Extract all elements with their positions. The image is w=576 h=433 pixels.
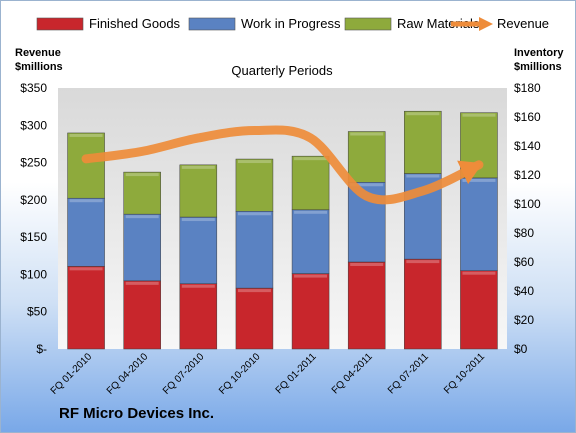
bar-3-5 — [291, 155, 330, 211]
right-tick-label-9: $160 — [514, 110, 541, 124]
bar-highlight-1-6 — [350, 263, 384, 266]
category-labels: FQ 01-2010 FQ 04-2010 FQ 07-2010 FQ 10-2010… — [49, 351, 488, 397]
left-tick-label-4: $150 — [20, 230, 47, 244]
legend-label-3: Raw Materials — [397, 16, 480, 31]
bar-highlight-3-8 — [462, 113, 496, 117]
bar-highlight-2-3 — [181, 218, 215, 222]
bar-highlight-1-1 — [69, 267, 103, 271]
left-tick-label-6: $250 — [20, 156, 47, 170]
company-name: RF Micro Devices Inc. — [59, 405, 215, 422]
bar-highlight-2-6 — [350, 183, 384, 187]
bar-highlight-1-3 — [181, 284, 215, 288]
left-axis-ticks: $- $50 $100 $150 $200 $250 $300 $350 — [20, 81, 47, 356]
bar-3-6 — [347, 131, 386, 183]
bar-2-8 — [460, 177, 498, 271]
bar-1-1 — [67, 266, 105, 350]
bar-highlight-1-5 — [294, 274, 328, 278]
category-label-5: FQ 01-2011 — [274, 351, 319, 396]
bar-series-group — [67, 110, 498, 350]
right-axis-title-line1: Inventory — [514, 47, 564, 59]
left-axis-title-line2: $millions — [15, 61, 63, 73]
left-tick-label-2: $50 — [27, 305, 47, 319]
bar-highlight-1-7 — [406, 260, 440, 264]
bar-3-4 — [235, 158, 274, 212]
bar-highlight-2-2 — [125, 215, 159, 219]
legend-swatch-2 — [188, 17, 236, 31]
bar-3-1 — [67, 132, 105, 199]
bar-3-2 — [123, 171, 161, 215]
left-axis-title-line1: Revenue — [15, 47, 61, 59]
bar-1-7 — [404, 258, 442, 350]
category-label-4: FQ 10-2010 — [217, 351, 263, 397]
legend-arrow-icon — [479, 17, 493, 31]
chart-subtitle: Quarterly Periods — [231, 63, 333, 78]
right-tick-label-1: $0 — [514, 342, 528, 356]
left-tick-label-7: $300 — [20, 118, 47, 132]
bar-2-2 — [123, 213, 161, 282]
bar-highlight-3-1 — [69, 133, 103, 137]
bar-3-7 — [404, 110, 442, 174]
left-tick-label-1: $- — [36, 342, 47, 356]
category-label-8: FQ 10-2011 — [442, 351, 487, 396]
category-label-3: FQ 07-2010 — [161, 351, 207, 397]
bar-1-3 — [179, 283, 218, 350]
bar-highlight-3-4 — [237, 160, 271, 164]
right-tick-label-3: $40 — [514, 284, 534, 298]
left-tick-label-5: $200 — [20, 193, 47, 207]
right-axis-ticks: $0 $20 $40 $60 $80 $100 $120 $140 $160 $180 — [514, 81, 541, 356]
bar-1-5 — [291, 273, 330, 350]
category-label-6: FQ 04-2011 — [330, 351, 375, 396]
bar-highlight-2-5 — [294, 210, 328, 214]
bar-2-3 — [179, 216, 218, 284]
bar-2-5 — [291, 209, 330, 274]
left-tick-label-3: $100 — [20, 267, 47, 281]
right-tick-label-10: $180 — [514, 81, 541, 95]
bar-1-6 — [347, 261, 386, 350]
legend: Finished Goods Work in Progress Raw Materi… — [36, 16, 549, 31]
revenue-line-group — [81, 125, 484, 205]
bar-3-3 — [179, 164, 218, 218]
legend-swatch-1 — [36, 17, 84, 31]
right-tick-label-5: $80 — [514, 226, 534, 240]
category-label-1: FQ 01-2010 — [49, 351, 95, 397]
legend-label-revenue: Revenue — [497, 16, 549, 31]
bar-1-2 — [123, 280, 161, 350]
right-tick-label-6: $100 — [514, 197, 541, 211]
revenue-arrowhead-icon — [457, 160, 483, 185]
right-tick-label-4: $60 — [514, 255, 534, 269]
right-tick-label-7: $120 — [514, 168, 541, 182]
right-axis-title-line2: $millions — [514, 61, 562, 73]
bar-highlight-3-5 — [294, 157, 328, 161]
bar-highlight-1-8 — [462, 271, 496, 275]
bar-1-4 — [235, 287, 274, 350]
bar-highlight-2-4 — [237, 212, 271, 216]
bar-2-1 — [67, 197, 105, 267]
bar-highlight-2-7 — [406, 174, 440, 178]
right-tick-label-8: $140 — [514, 139, 541, 153]
bar-highlight-2-1 — [69, 199, 103, 203]
legend-swatch-3 — [344, 17, 392, 31]
bar-highlight-1-2 — [125, 281, 159, 285]
bar-highlight-3-6 — [350, 132, 384, 136]
category-label-7: FQ 07-2011 — [386, 351, 431, 396]
legend-label-1: Finished Goods — [89, 16, 181, 31]
bar-highlight-3-2 — [125, 173, 159, 177]
legend-label-2: Work in Progress — [241, 16, 341, 31]
bar-2-4 — [235, 211, 274, 289]
bar-highlight-1-4 — [237, 289, 271, 293]
bar-highlight-3-7 — [406, 112, 440, 116]
left-tick-label-8: $350 — [20, 81, 47, 95]
right-tick-label-2: $20 — [514, 313, 534, 327]
bar-highlight-3-3 — [181, 165, 215, 169]
bar-1-8 — [460, 270, 498, 350]
bar-highlight-2-8 — [462, 178, 496, 182]
revenue-line — [81, 125, 484, 205]
category-label-2: FQ 04-2010 — [105, 351, 151, 397]
